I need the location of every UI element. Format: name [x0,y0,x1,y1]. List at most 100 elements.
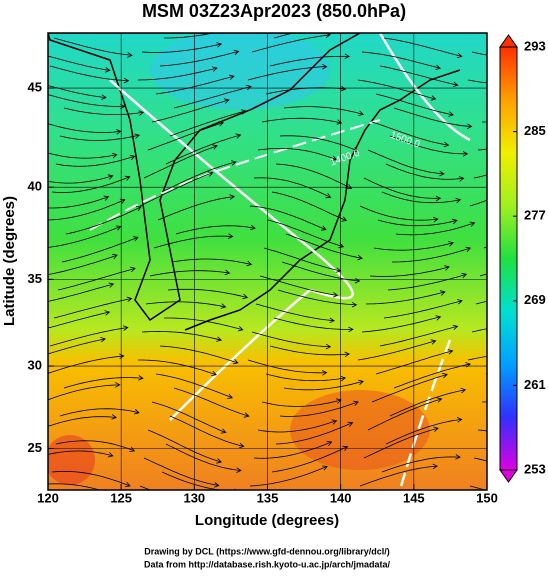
streamline [381,454,461,473]
y-tick-label: 35 [28,271,42,286]
streamline [379,324,459,347]
streamline [395,221,476,236]
streamline [139,171,214,207]
streamline [371,372,448,403]
streamline [63,107,145,116]
streamline [147,429,223,464]
streamline [363,426,439,459]
streamline [271,445,349,473]
streamline [490,62,548,68]
streamline [48,414,118,427]
streamline [48,174,114,184]
streamline [359,463,439,487]
streamline [143,457,220,488]
streamline [385,163,465,182]
streamline [467,356,487,361]
streamline [138,359,217,376]
streamline [171,258,253,267]
streamline [48,382,121,401]
streamline [369,265,450,277]
map-field [48,33,548,490]
streamline [375,349,454,375]
streamline [145,301,227,309]
colorbar-tick-label: 261 [524,377,546,392]
streamline [255,303,335,324]
streamline [271,191,348,222]
x-tick-label: 150 [476,490,498,505]
x-tick-label: 125 [110,490,132,505]
streamline [48,310,111,329]
streamline [389,387,467,417]
colorbar-tick-label: 253 [524,461,546,476]
streamline [164,317,244,332]
streamline [377,218,458,227]
streamline [49,325,129,347]
streamline [361,315,442,333]
streamline [381,191,462,204]
streamline [169,415,245,449]
streamline [279,135,359,152]
streamline [175,224,256,235]
streamline [393,107,473,130]
streamline [359,205,439,223]
streamline [471,51,487,56]
streamline [275,163,353,190]
streamline [285,233,363,261]
streamline [48,483,107,490]
streamline [48,55,111,73]
streamline [48,85,107,100]
streamline [367,397,443,431]
streamline [249,205,327,231]
streamline [48,152,118,159]
streamline [279,400,359,417]
y-tick-label: 45 [28,79,42,94]
streamline [159,345,239,365]
streamline [51,175,131,193]
x-tick-label: 140 [330,490,352,505]
streamline [59,408,140,417]
x-axis-label: Longitude (degrees) [195,512,339,529]
streamline [383,299,463,319]
colorbar-tick-label: 269 [524,292,546,307]
streamline [159,49,240,67]
streamline [155,74,235,95]
streamline [167,288,249,300]
streamline [169,109,247,137]
colorbar-extend [499,469,518,483]
streamline [173,387,250,418]
streamline [383,37,463,59]
streamline [61,236,139,263]
streamline [265,373,347,382]
streamline [269,53,351,67]
streamline [389,135,469,157]
streamline [247,359,328,376]
streamline [165,443,242,473]
streamline [257,419,338,433]
credit: Drawing by DCL (https://www.gfd-dennou.o… [144,546,390,556]
streamline [147,121,225,151]
streamline [257,148,338,161]
streamline [467,79,487,84]
streamline [48,123,122,135]
streamline [469,199,487,207]
streamline [375,93,455,117]
streamline [249,465,328,487]
streamline [267,219,345,249]
streamline [261,398,342,407]
streamline [379,65,459,87]
streamline [392,246,472,263]
x-tick-label: 120 [37,490,59,505]
streamline [283,106,365,116]
streamline [164,33,216,39]
streamline [48,94,126,110]
streamline [151,98,230,123]
streamline [141,330,223,342]
streamline [153,233,234,249]
streamline [490,343,548,349]
streamline [48,198,126,221]
streamline [273,317,354,333]
streamline [53,37,133,58]
streamline [367,149,445,177]
streamline [269,345,351,358]
